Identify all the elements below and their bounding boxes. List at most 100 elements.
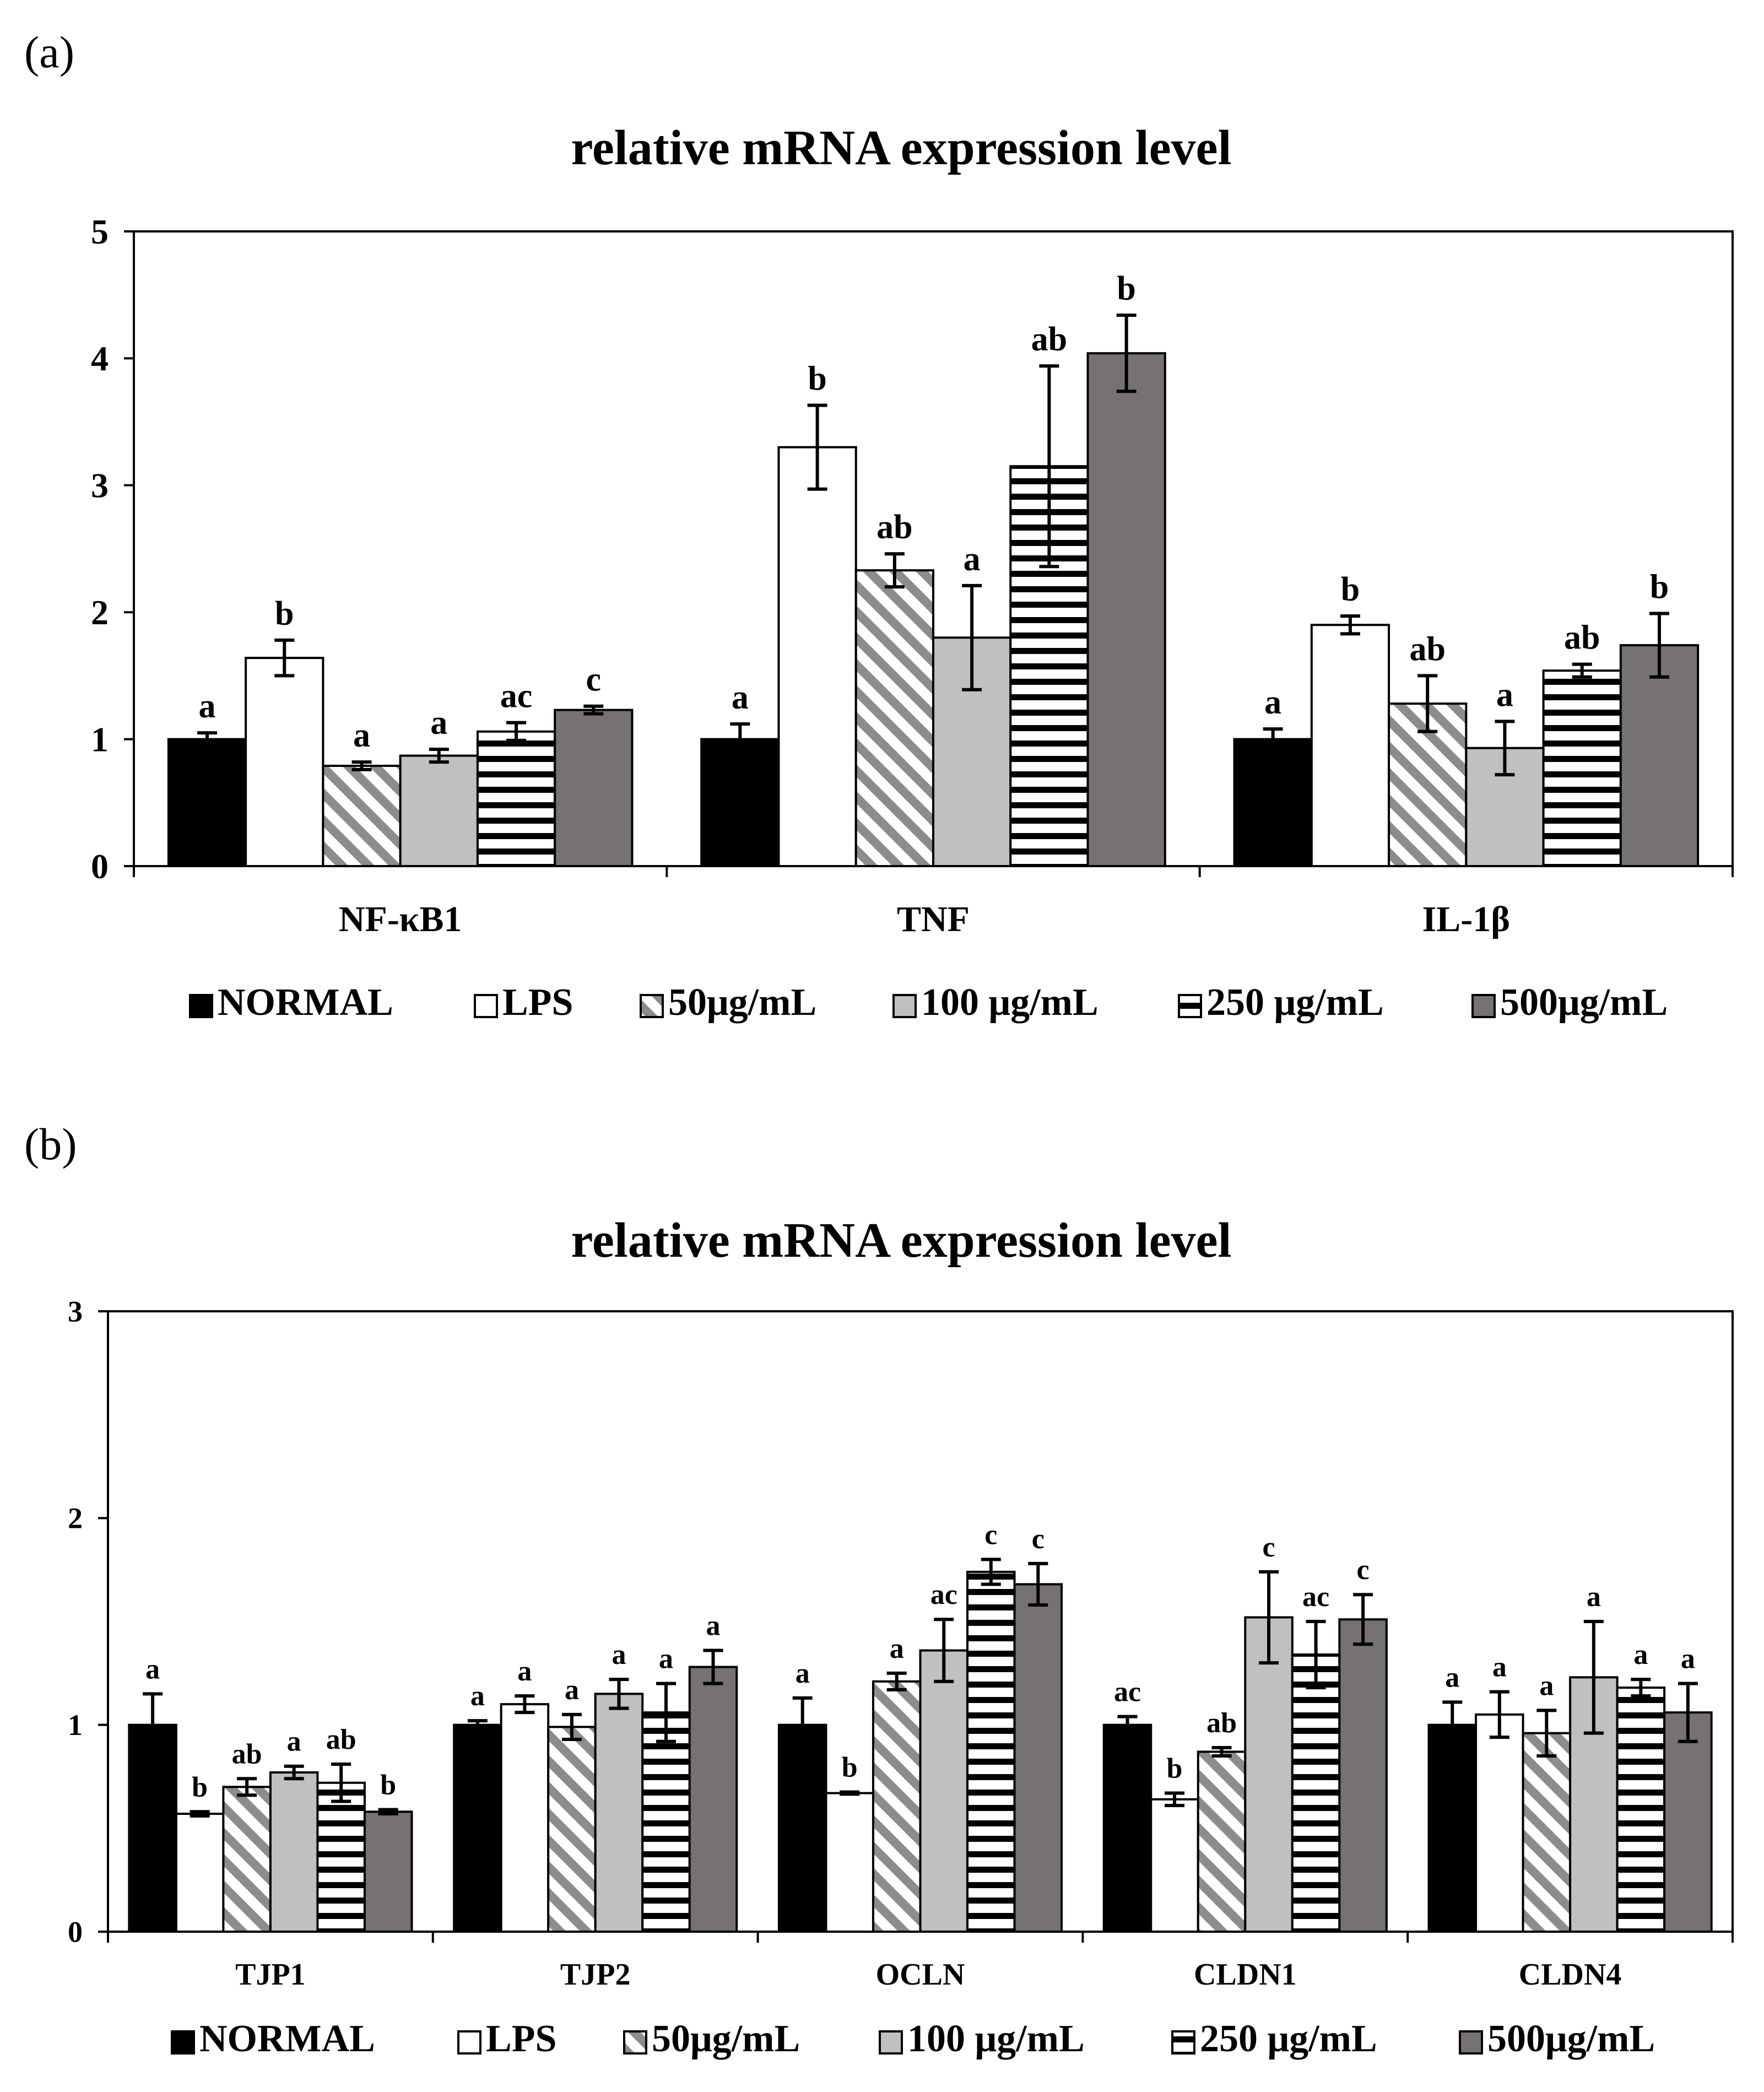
legend-label-50-g-ml: 50μg/mL [652, 2018, 800, 2060]
significance-label: ab [1206, 1707, 1237, 1739]
y-tick-label: 4 [91, 339, 109, 378]
legend-label-250-g-ml: 250 μg/mL [1206, 981, 1384, 1024]
category-label-cldn4: CLDN4 [1519, 1958, 1622, 1992]
bar-tnf-lps [777, 446, 857, 867]
bar-ocln-250-g-ml [966, 1570, 1016, 1933]
significance-label: ac [500, 678, 533, 715]
significance-label: a [1681, 1644, 1695, 1675]
significance-label: c [1032, 1523, 1045, 1555]
bar-ocln-normal [777, 1723, 827, 1933]
bar-nf-b1-lps [245, 657, 324, 868]
significance-label: a [732, 679, 749, 716]
bar-tjp1-250-g-ml [316, 1781, 366, 1933]
legend-label-100-g-ml: 100 μg/mL [907, 2018, 1085, 2060]
significance-label: a [287, 1726, 301, 1758]
significance-label: ab [1564, 619, 1600, 657]
bar-tjp1-50-g-ml [222, 1786, 272, 1933]
significance-label: ac [1302, 1581, 1329, 1613]
legend-label-50-g-ml: 50μg/mL [668, 981, 816, 1024]
bar-il-1-normal [1233, 738, 1313, 867]
bar-nf-b1-100-g-ml [399, 754, 479, 867]
legend-label-lps: LPS [502, 981, 573, 1024]
significance-label: a [964, 540, 981, 578]
significance-label: a [1633, 1639, 1648, 1671]
bar-cldn4-250-g-ml [1616, 1686, 1666, 1933]
significance-label: b [275, 595, 294, 633]
category-label-tjp2: TJP2 [560, 1958, 631, 1992]
bar-tjp2-100-g-ml [594, 1693, 644, 1933]
legend-b: NORMAL LPS 50μg/mL 100 μg/mL 250 μg/mL 500μg/… [171, 2018, 1655, 2060]
bar-cldn1-lps [1150, 1798, 1199, 1933]
significance-label: ac [930, 1579, 957, 1610]
bar-tjp2-50-g-ml [547, 1726, 597, 1933]
category-label-tnf: TNF [897, 899, 970, 939]
legend-swatch-50-g-ml [640, 994, 664, 1018]
y-tick-label: 3 [68, 1295, 83, 1328]
chart-title-a: relative mRNA expression level [571, 121, 1232, 175]
y-tick-label: 2 [68, 1502, 83, 1535]
bar-cldn4-normal [1427, 1723, 1478, 1933]
bar-ocln-50-g-ml [872, 1680, 922, 1933]
bar-nf-b1-250-g-ml [476, 730, 556, 867]
significance-label: ab [1409, 630, 1445, 668]
significance-label: a [1496, 676, 1513, 713]
bar-cldn4-lps [1475, 1713, 1524, 1933]
legend-label-normal: NORMAL [199, 2018, 375, 2060]
significance-label: ab [876, 509, 912, 546]
bar-tnf-normal [700, 738, 780, 867]
legend-swatch-normal [171, 2030, 195, 2055]
significance-label: b [192, 1771, 208, 1803]
bar-nf-b1-500-g-ml [554, 709, 634, 868]
bar-tjp2-250-g-ml [641, 1711, 691, 1933]
significance-label: a [353, 717, 370, 754]
significance-label: b [1650, 569, 1669, 606]
bar-tjp2-500-g-ml [688, 1666, 738, 1933]
y-tick-label: 1 [91, 720, 109, 759]
significance-label: c [1263, 1532, 1275, 1563]
y-tick-label: 1 [68, 1709, 83, 1742]
legend-swatch-250-g-ml [1178, 994, 1202, 1018]
legend-label-100-g-ml: 100 μg/mL [921, 981, 1099, 1024]
significance-label: b [1117, 270, 1135, 307]
legend-a: NORMAL LPS 50μg/mL 100 μg/mL 250 μg/mL 500μg/… [189, 981, 1668, 1024]
legend-swatch-100-g-ml [879, 2030, 903, 2055]
legend-swatch-50-g-ml [623, 2030, 647, 2055]
y-tick-label: 5 [91, 212, 109, 251]
significance-label: a [470, 1680, 485, 1712]
significance-label: b [1167, 1753, 1183, 1785]
significance-label: b [380, 1770, 396, 1801]
bar-il-1-250-g-ml [1542, 669, 1622, 867]
y-tick-label: 0 [91, 847, 109, 886]
significance-label: ab [232, 1738, 262, 1770]
bar-nf-b1-50-g-ml [322, 764, 402, 868]
bar-nf-b1-normal [167, 738, 247, 867]
bar-cldn1-100-g-ml [1244, 1616, 1294, 1933]
chart-title-b: relative mRNA expression level [571, 1213, 1232, 1268]
panel-label-a: (a) [24, 27, 74, 77]
bar-ocln-100-g-ml [919, 1649, 969, 1933]
significance-label: a [1445, 1662, 1459, 1693]
legend-label-500-g-ml: 500μg/mL [1500, 981, 1668, 1024]
legend-swatch-normal [189, 994, 213, 1018]
legend-swatch-lps [474, 994, 498, 1018]
bar-tjp2-normal [453, 1723, 502, 1933]
bar-ocln-500-g-ml [1013, 1583, 1063, 1933]
significance-label: a [1492, 1652, 1507, 1683]
significance-label: a [430, 704, 447, 742]
bar-tjp1-500-g-ml [363, 1810, 413, 1933]
significance-label: a [517, 1656, 532, 1687]
bar-tnf-50-g-ml [854, 569, 935, 867]
y-tick-label: 0 [68, 1915, 83, 1948]
bar-cldn1-normal [1102, 1723, 1152, 1933]
significance-label: a [145, 1653, 160, 1685]
category-label-cldn1: CLDN1 [1194, 1958, 1297, 1992]
significance-label: b [1341, 571, 1360, 608]
category-label-ocln: OCLN [876, 1958, 965, 1992]
y-tick-label: 2 [91, 593, 109, 632]
significance-label: ab [326, 1724, 356, 1755]
significance-label: a [1264, 684, 1281, 721]
significance-label: ac [1114, 1677, 1141, 1708]
bar-ocln-lps [825, 1792, 874, 1933]
bar-il-1-lps [1310, 624, 1390, 867]
